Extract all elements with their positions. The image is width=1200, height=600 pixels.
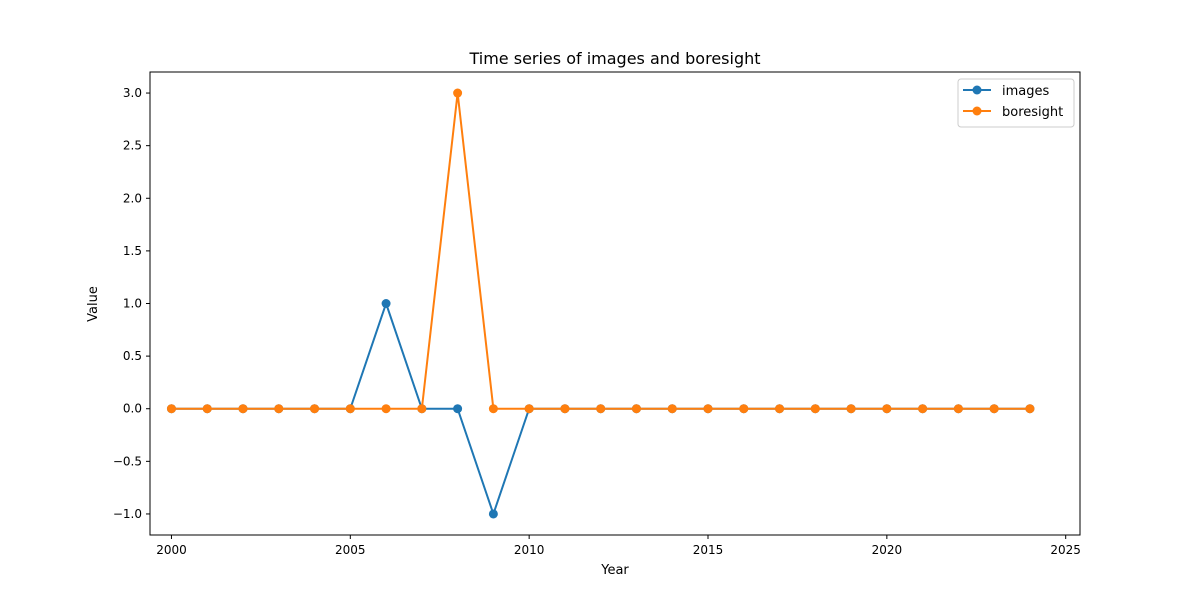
data-point-boresight bbox=[596, 404, 606, 414]
x-tick-label: 2010 bbox=[514, 543, 545, 557]
data-point-boresight bbox=[453, 88, 463, 98]
data-point-boresight bbox=[560, 404, 570, 414]
x-tick-label: 2005 bbox=[335, 543, 366, 557]
data-point-boresight bbox=[345, 404, 355, 414]
x-axis-label: Year bbox=[600, 563, 629, 578]
data-point-boresight bbox=[202, 404, 212, 414]
data-point-boresight bbox=[1025, 404, 1035, 414]
data-point-boresight bbox=[953, 404, 963, 414]
series-layer bbox=[166, 88, 1035, 519]
legend: images boresight bbox=[957, 78, 1075, 128]
legend-marker-images bbox=[972, 85, 982, 95]
x-tick-label: 2000 bbox=[156, 543, 187, 557]
data-point-images bbox=[453, 404, 463, 414]
data-point-images bbox=[381, 299, 391, 308]
y-tick-label: 3.0 bbox=[123, 86, 142, 100]
y-axis: −1.0 −0.5 0.0 0.5 1.0 1.5 2.0 2.5 3.0 bbox=[113, 86, 150, 521]
y-axis-label: Value bbox=[86, 286, 101, 322]
y-tick-label: 0.5 bbox=[123, 349, 142, 363]
data-point-boresight bbox=[882, 404, 892, 414]
data-point-boresight bbox=[166, 404, 176, 414]
y-tick-label: 1.0 bbox=[123, 297, 142, 311]
x-axis: 2000 2005 2010 2015 2020 2025 bbox=[156, 535, 1081, 557]
y-tick-label: 2.5 bbox=[123, 139, 142, 153]
x-tick-label: 2015 bbox=[693, 543, 724, 557]
plot-area bbox=[149, 71, 1081, 536]
series-boresight bbox=[166, 88, 1035, 414]
y-tick-label: 2.0 bbox=[123, 191, 142, 205]
data-point-boresight bbox=[488, 404, 498, 414]
data-point-boresight bbox=[703, 404, 713, 414]
legend-label-boresight: boresight bbox=[1002, 105, 1063, 120]
y-tick-label: −1.0 bbox=[113, 507, 142, 521]
legend-label-images: images bbox=[1002, 84, 1049, 99]
data-point-boresight bbox=[631, 404, 641, 414]
data-point-boresight bbox=[775, 404, 785, 414]
data-point-boresight bbox=[238, 404, 248, 414]
chart-title: Time series of images and boresight bbox=[468, 49, 760, 68]
data-point-boresight bbox=[810, 404, 820, 414]
y-tick-label: −0.5 bbox=[113, 454, 142, 468]
data-point-boresight bbox=[739, 404, 749, 414]
data-point-boresight bbox=[310, 404, 320, 414]
data-point-boresight bbox=[417, 404, 427, 414]
y-tick-label: 0.0 bbox=[123, 402, 142, 416]
data-point-images bbox=[488, 509, 498, 519]
data-point-boresight bbox=[381, 404, 391, 414]
x-tick-label: 2020 bbox=[872, 543, 903, 557]
data-point-boresight bbox=[918, 404, 928, 414]
data-point-boresight bbox=[524, 404, 534, 414]
legend-marker-boresight bbox=[972, 106, 982, 116]
data-point-boresight bbox=[274, 404, 284, 414]
data-point-boresight bbox=[846, 404, 856, 414]
data-point-boresight bbox=[989, 404, 999, 414]
x-tick-label: 2025 bbox=[1050, 543, 1081, 557]
data-point-boresight bbox=[667, 404, 677, 414]
y-tick-label: 1.5 bbox=[123, 244, 142, 258]
